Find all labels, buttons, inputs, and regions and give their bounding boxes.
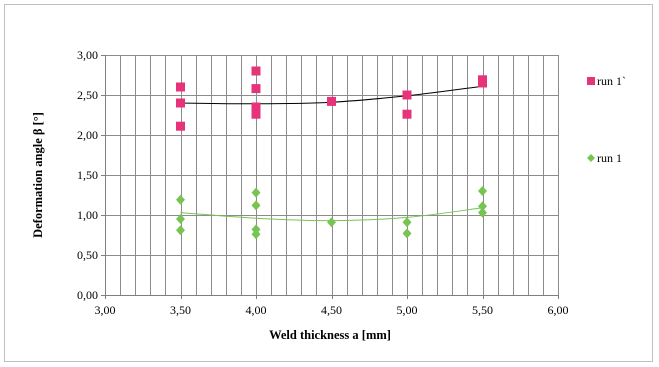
- x-tick-label: 6,00: [548, 303, 569, 317]
- y-tick-label: 0,50: [77, 248, 98, 262]
- data-point-square: [251, 66, 261, 76]
- chart-frame: [4, 4, 653, 362]
- x-tick-label: 4,00: [246, 303, 267, 317]
- legend-label-run1-prime: run 1`: [597, 74, 626, 88]
- data-point-square: [176, 98, 185, 108]
- x-tick-label: 3,50: [170, 303, 191, 317]
- x-tick-label: 5,00: [397, 303, 418, 317]
- data-points: [176, 66, 487, 240]
- legend: run 1` run 1: [587, 74, 626, 165]
- data-point-diamond: [251, 187, 261, 198]
- data-point-square: [327, 96, 336, 106]
- axes: [101, 55, 559, 299]
- data-point-square: [176, 121, 185, 131]
- data-point-diamond: [402, 228, 412, 239]
- data-point-diamond: [478, 207, 487, 218]
- data-point-square: [251, 109, 261, 119]
- data-point-square: [251, 102, 261, 112]
- data-point-diamond: [251, 229, 261, 240]
- data-point-diamond: [402, 217, 412, 228]
- legend-marker-run1-prime: [587, 77, 595, 85]
- grid-lines: [105, 55, 559, 296]
- data-point-square: [402, 90, 412, 100]
- data-point-diamond: [478, 201, 487, 212]
- y-tick-label: 2,00: [77, 128, 98, 142]
- x-tick-labels: 3,00 3,50 4,00 4,50 5,00 5,50 6,00: [95, 303, 569, 317]
- y-tick-labels: 0,00 0,50 1,00 1,50 2,00 2,50 3,00: [77, 48, 98, 302]
- data-point-square: [251, 84, 261, 94]
- x-axis-title: Weld thickness a [mm]: [269, 328, 391, 342]
- x-tick-label: 3,00: [95, 303, 116, 317]
- y-tick-label: 3,00: [77, 48, 98, 62]
- data-point-diamond: [327, 217, 336, 228]
- data-point-diamond: [176, 194, 185, 205]
- data-point-diamond: [251, 200, 261, 211]
- y-tick-label: 1,50: [77, 168, 98, 182]
- y-tick-label: 0,00: [77, 288, 98, 302]
- data-point-square: [402, 109, 412, 119]
- legend-marker-run1: [587, 154, 595, 162]
- x-tick-label: 5,50: [472, 303, 493, 317]
- y-tick-label: 1,00: [77, 208, 98, 222]
- data-point-diamond: [176, 225, 185, 236]
- data-point-diamond: [176, 214, 185, 224]
- y-axis-title: Deformation angle β [°]: [31, 112, 45, 238]
- data-point-diamond: [478, 186, 487, 196]
- data-point-square: [478, 78, 487, 88]
- x-tick-label: 4,50: [321, 303, 342, 317]
- y-tick-label: 2,50: [77, 88, 98, 102]
- data-point-square: [176, 82, 185, 92]
- legend-label-run1: run 1: [597, 151, 622, 165]
